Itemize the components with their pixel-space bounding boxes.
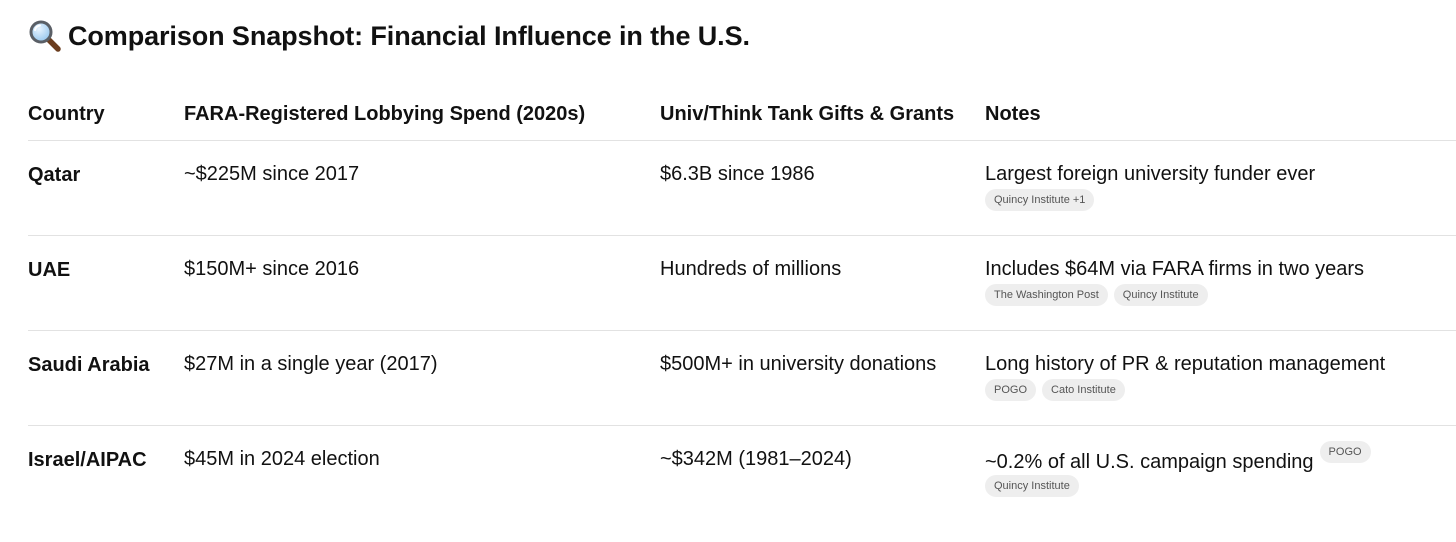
header-notes: Notes [985,88,1456,141]
table-row: Saudi Arabia $27M in a single year (2017… [28,330,1456,426]
country-cell: Saudi Arabia [28,354,150,376]
source-chip[interactable]: Quincy Institute [985,475,1079,497]
header-country: Country [28,88,184,141]
source-chip[interactable]: The Washington Post [985,284,1108,306]
gifts-cell: Hundreds of millions [660,258,842,280]
country-cell: Qatar [28,164,81,186]
lobbying-cell: $150M+ since 2016 [184,258,360,280]
source-chip[interactable]: Cato Institute [1042,379,1125,401]
note-cell: Largest foreign university funder ever [985,163,1316,185]
header-gifts: Univ/Think Tank Gifts & Grants [660,88,985,141]
gifts-cell: $6.3B since 1986 [660,163,815,185]
gifts-cell: $500M+ in university donations [660,353,937,375]
gifts-cell: ~$342M (1981–2024) [660,448,852,470]
lobbying-cell: ~$225M since 2017 [184,163,360,185]
title-text: Comparison Snapshot: Financial Influence… [68,20,750,51]
table-row: Qatar ~$225M since 2017 $6.3B since 1986… [28,140,1456,236]
note-cell: Long history of PR & reputation manageme… [985,353,1386,375]
table-row: UAE $150M+ since 2016 Hundreds of millio… [28,235,1456,331]
comparison-table: Country FARA-Registered Lobbying Spend (… [28,88,1456,520]
country-cell: UAE [28,259,71,281]
table-row: Israel/AIPAC $45M in 2024 election ~$342… [28,426,1456,521]
source-chip[interactable]: POGO [1319,441,1371,463]
lobbying-cell: $27M in a single year (2017) [184,353,438,375]
source-chip[interactable]: POGO [985,379,1037,401]
magnifying-glass-icon [29,20,61,52]
source-chip[interactable]: Quincy Institute +1 [985,189,1095,211]
header-lobbying: FARA-Registered Lobbying Spend (2020s) [184,88,660,141]
page-title: Comparison Snapshot: Financial Influence… [28,16,750,56]
note-cell: Includes $64M via FARA firms in two year… [985,258,1365,280]
country-cell: Israel/AIPAC [28,449,147,471]
note-cell: ~0.2% of all U.S. campaign spending [985,451,1314,473]
lobbying-cell: $45M in 2024 election [184,448,380,470]
source-chip[interactable]: Quincy Institute [1113,284,1208,306]
table-header-row: Country FARA-Registered Lobbying Spend (… [28,88,1456,141]
